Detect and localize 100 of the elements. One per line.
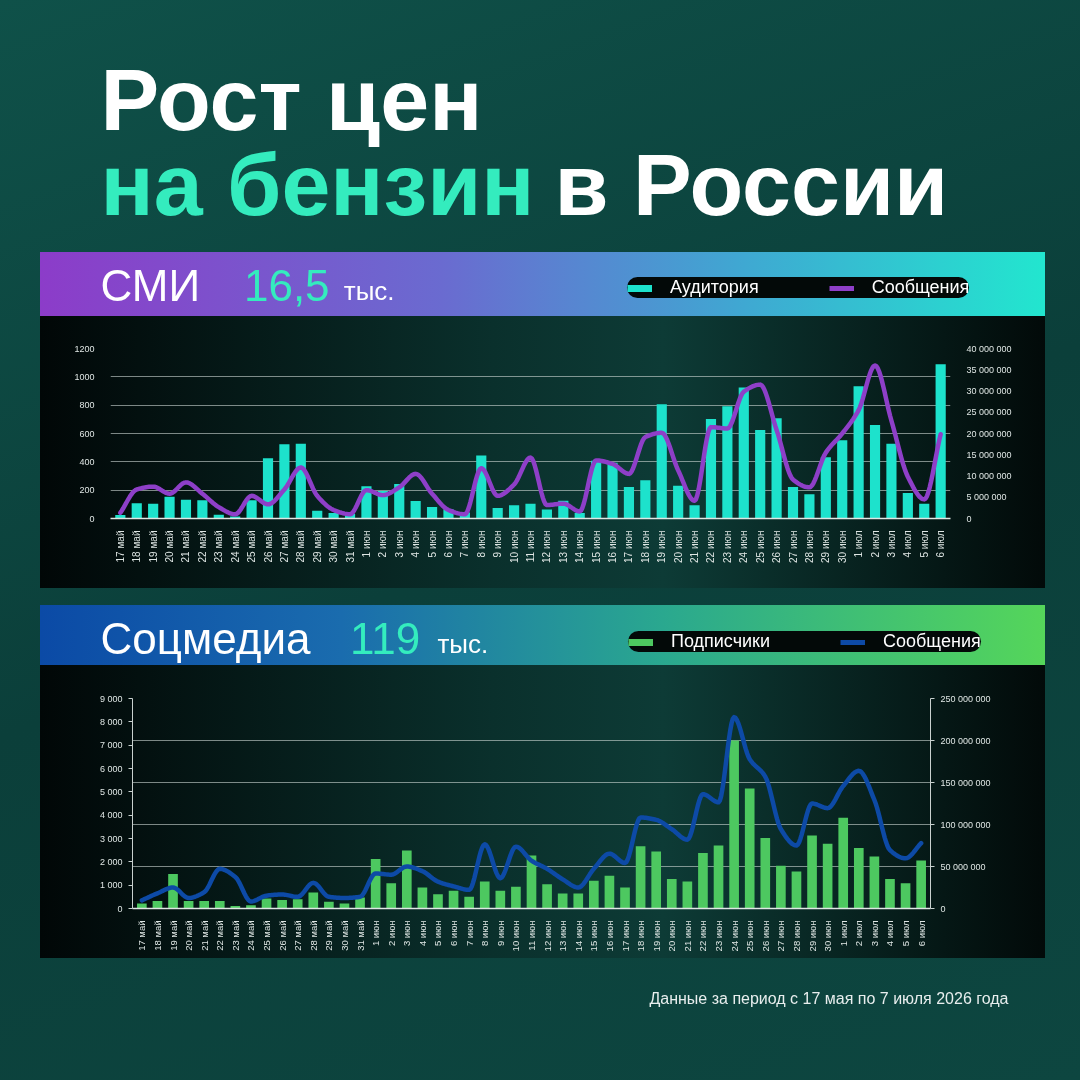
bar	[635, 846, 646, 909]
x-tick-label: 29 май	[323, 920, 335, 951]
x-tick-label: 27 июн	[787, 530, 799, 564]
x-tick-label: 23 июн	[721, 530, 733, 564]
y-tick-label: 9 000	[99, 693, 123, 704]
x-tick-label: 30 июн	[822, 920, 834, 952]
x-tick-label: 2 июн	[385, 920, 397, 947]
bar	[744, 788, 755, 909]
bar	[131, 503, 142, 519]
bar	[292, 899, 303, 909]
x-tick-label: 6 июл	[915, 920, 927, 947]
x-tick-label: 17 май	[136, 920, 148, 951]
legend-label: Аудитория	[670, 277, 759, 298]
bar	[640, 480, 651, 519]
chart-subtitle: СМИ 16,5 тыс.	[100, 260, 395, 310]
x-tick-label: 9 июн	[492, 530, 504, 558]
x-tick-label: 7 июн	[459, 530, 471, 558]
bar	[838, 817, 849, 909]
x-tick-label: 17 июн	[623, 530, 635, 564]
bar	[401, 850, 412, 909]
x-tick-label: 13 июн	[557, 530, 569, 564]
x-tick-label: 25 май	[261, 920, 273, 951]
bar	[426, 507, 438, 519]
bar	[339, 903, 350, 909]
x-tick-label: 1 июн	[360, 530, 372, 558]
x-tick-label: 20 июн	[666, 920, 678, 952]
x-tick-label: 4 июл	[902, 530, 914, 558]
x-tick-label: 3 июл	[885, 530, 897, 558]
bar	[807, 835, 817, 909]
x-tick-label: 22 июн	[705, 530, 717, 564]
bar	[199, 900, 210, 909]
x-tick-label: 15 июн	[590, 530, 602, 564]
x-tick-label: 10 июн	[508, 530, 520, 564]
x-tick-label: 23 май	[229, 920, 241, 951]
x-tick-label: 21 май	[198, 920, 210, 951]
bar	[607, 462, 618, 519]
bar	[822, 843, 833, 909]
bar	[511, 886, 521, 909]
chart-title: Рост цен на бензин в России	[100, 50, 949, 235]
x-tick-label: 24 май	[229, 530, 241, 563]
x-tick-label: 24 июн	[728, 920, 740, 952]
x-tick-label: 1 июл	[837, 920, 849, 947]
bar	[433, 894, 443, 909]
legend-label: Сообщения	[871, 277, 970, 298]
y-tick-label: 0	[117, 903, 123, 914]
bar	[479, 881, 490, 909]
x-tick-label: 12 июн	[541, 530, 553, 564]
x-tick-label: 8 июн	[479, 920, 491, 947]
bar	[853, 386, 864, 519]
bar	[261, 898, 272, 909]
x-tick-label: 21 июн	[689, 530, 701, 564]
y-tick-label: 3 000	[99, 833, 123, 844]
y-tick-label: 1 000	[99, 880, 123, 891]
x-tick-label: 5 июл	[918, 530, 930, 558]
y-tick-label: 7 000	[99, 740, 123, 751]
x-tick-label: 13 июн	[557, 920, 569, 952]
y2-tick-label: 35 000 000	[966, 364, 1012, 375]
x-tick-label: 14 июн	[572, 920, 584, 952]
x-tick-label: 1 июл	[853, 530, 865, 558]
bar	[312, 510, 323, 519]
y-tick-label: 6 000	[99, 763, 123, 774]
y-tick-label: 800	[79, 400, 95, 411]
x-tick-label: 18 июн	[635, 920, 647, 952]
x-tick-label: 29 май	[311, 530, 323, 563]
y-tick-label: 0	[89, 513, 95, 524]
bar	[308, 892, 319, 909]
y2-tick-label: 30 000 000	[966, 386, 1012, 396]
y2-tick-label: 20 000 000	[966, 428, 1012, 439]
y2-tick-label: 25 000 000	[966, 407, 1012, 418]
bar	[180, 499, 192, 519]
bar	[722, 406, 733, 519]
bar	[246, 500, 257, 519]
x-tick-label: 24 май	[245, 920, 257, 951]
x-tick-label: 6 июн	[442, 530, 454, 558]
bar	[525, 503, 536, 519]
x-tick-label: 10 июн	[510, 920, 522, 952]
bar	[666, 879, 677, 909]
x-tick-label: 17 июн	[619, 920, 631, 952]
x-tick-label: 4 июл	[884, 920, 896, 947]
legend-label: Сообщения	[883, 631, 981, 652]
bar	[713, 845, 724, 909]
bar	[410, 501, 421, 519]
bar	[324, 901, 334, 909]
x-tick-label: 19 май	[167, 920, 179, 951]
bar	[148, 503, 159, 519]
legend-label: Подписчики	[671, 631, 771, 652]
x-tick-label: 25 июн	[744, 920, 756, 952]
x-tick-label: 27 май	[278, 530, 290, 563]
bar	[791, 871, 802, 909]
bar	[448, 890, 459, 909]
bar	[164, 496, 175, 519]
bar	[689, 505, 700, 519]
bar	[919, 503, 930, 519]
bar	[729, 740, 739, 909]
bar	[776, 865, 786, 909]
x-tick-label: 31 май	[354, 920, 366, 951]
bar	[651, 851, 662, 909]
x-tick-label: 9 июн	[494, 920, 506, 947]
y2-tick-label: 15 000 000	[966, 449, 1012, 460]
x-tick-label: 27 май	[292, 920, 304, 951]
